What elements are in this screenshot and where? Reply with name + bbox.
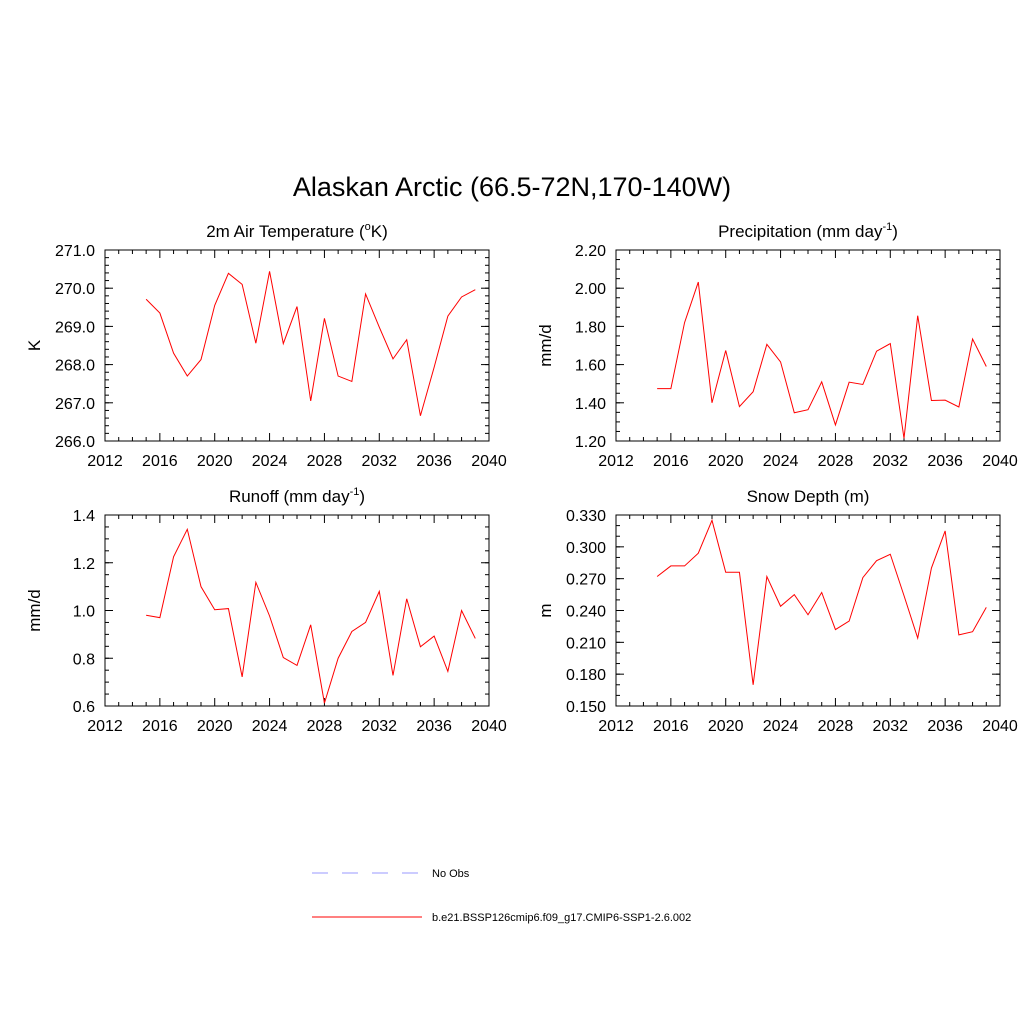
x-tick-label: 2040 <box>471 718 507 735</box>
plot-frame <box>615 249 1001 442</box>
legend-label-no-obs: No Obs <box>432 868 470 880</box>
series-line <box>656 518 987 685</box>
x-tick-label: 2040 <box>982 453 1018 470</box>
x-tick-label: 2032 <box>361 453 397 470</box>
x-tick-label: 2020 <box>197 453 233 470</box>
legend-label-model: b.e21.BSSP126cmip6.f09_g17.CMIP6-SSP1-2.… <box>432 912 691 924</box>
y-tick-label: 2.20 <box>575 243 606 260</box>
y-tick-label: 267.0 <box>55 396 95 413</box>
y-tick-label: 0.330 <box>566 508 606 525</box>
series-line <box>146 527 476 704</box>
y-axis-label: m <box>536 603 555 617</box>
x-tick-label: 2040 <box>471 453 507 470</box>
x-tick-label: 2036 <box>416 718 452 735</box>
y-tick-label: 1.20 <box>575 434 606 451</box>
y-tick-label: 266.0 <box>55 434 95 451</box>
x-tick-label: 2036 <box>927 453 963 470</box>
panel-3: Runoff (mm day-1) mm/d 2012 2016 2020 2024 202… <box>25 486 507 735</box>
x-tick-label: 2012 <box>598 453 634 470</box>
x-tick-label: 2020 <box>708 718 744 735</box>
y-tick-label: 1.0 <box>73 604 95 621</box>
panel-title: 2m Air Temperature (oK) <box>206 221 388 241</box>
plot-frame <box>104 249 490 442</box>
x-tick-label: 2016 <box>142 718 178 735</box>
y-axis-label: mm/d <box>536 324 555 367</box>
x-tick-label: 2020 <box>197 718 233 735</box>
x-tick-label: 2032 <box>872 718 908 735</box>
y-tick-label: 2.00 <box>575 281 606 298</box>
x-tick-label: 2016 <box>653 453 689 470</box>
x-tick-label: 2036 <box>927 718 963 735</box>
y-tick-label: 0.300 <box>566 540 606 557</box>
figure-title: Alaskan Arctic (66.5-72N,170-140W) <box>293 172 731 202</box>
y-tick-label: 0.180 <box>566 667 606 684</box>
x-tick-label: 2024 <box>763 453 799 470</box>
y-tick-label: 0.210 <box>566 635 606 652</box>
panel-title: Snow Depth (m) <box>747 487 870 506</box>
y-tick-label: 1.60 <box>575 358 606 375</box>
x-tick-label: 2028 <box>307 718 343 735</box>
plot-frame <box>104 514 490 707</box>
x-tick-label: 2024 <box>763 718 799 735</box>
panels-group: 2m Air Temperature (oK) K 2012 2016 2020 2024… <box>25 221 1018 735</box>
panel-2: Precipitation (mm day-1) mm/d 2012 2016 2020… <box>536 221 1018 470</box>
y-tick-label: 268.0 <box>55 358 95 375</box>
x-tick-label: 2040 <box>982 718 1018 735</box>
y-tick-label: 0.6 <box>73 699 95 716</box>
x-tick-label: 2012 <box>87 718 123 735</box>
y-tick-label: 269.0 <box>55 319 95 336</box>
y-axis-label: mm/d <box>25 589 44 632</box>
x-tick-label: 2016 <box>653 718 689 735</box>
y-tick-label: 1.80 <box>575 319 606 336</box>
x-tick-label: 2028 <box>818 453 854 470</box>
x-tick-label: 2028 <box>307 453 343 470</box>
x-tick-label: 2032 <box>361 718 397 735</box>
y-tick-label: 271.0 <box>55 243 95 260</box>
x-tick-label: 2020 <box>708 453 744 470</box>
y-tick-label: 270.0 <box>55 281 95 298</box>
series-line <box>145 271 476 416</box>
x-tick-label: 2032 <box>872 453 908 470</box>
x-tick-label: 2036 <box>416 453 452 470</box>
x-tick-label: 2012 <box>598 718 634 735</box>
plot-frame <box>615 514 1001 707</box>
legend: No Obs b.e21.BSSP126cmip6.f09_g17.CMIP6-… <box>312 868 691 924</box>
series-line <box>657 281 987 439</box>
y-tick-label: 0.240 <box>566 604 606 621</box>
y-tick-label: 0.8 <box>73 651 95 668</box>
x-tick-label: 2024 <box>252 718 288 735</box>
y-tick-label: 1.4 <box>73 508 95 525</box>
panel-1: 2m Air Temperature (oK) K 2012 2016 2020 2024… <box>25 221 507 470</box>
x-tick-label: 2016 <box>142 453 178 470</box>
panel-title: Runoff (mm day-1) <box>229 486 365 506</box>
x-tick-label: 2012 <box>87 453 123 470</box>
x-tick-label: 2024 <box>252 453 288 470</box>
panel-title: Precipitation (mm day-1) <box>718 221 898 241</box>
y-tick-label: 1.2 <box>73 556 95 573</box>
y-axis-label: K <box>25 339 44 351</box>
y-tick-label: 0.150 <box>566 699 606 716</box>
panel-4: Snow Depth (m) m 2012 2016 2020 2024 2028 2032 2… <box>536 487 1018 735</box>
x-tick-label: 2028 <box>818 718 854 735</box>
y-tick-label: 0.270 <box>566 572 606 589</box>
y-tick-label: 1.40 <box>575 396 606 413</box>
